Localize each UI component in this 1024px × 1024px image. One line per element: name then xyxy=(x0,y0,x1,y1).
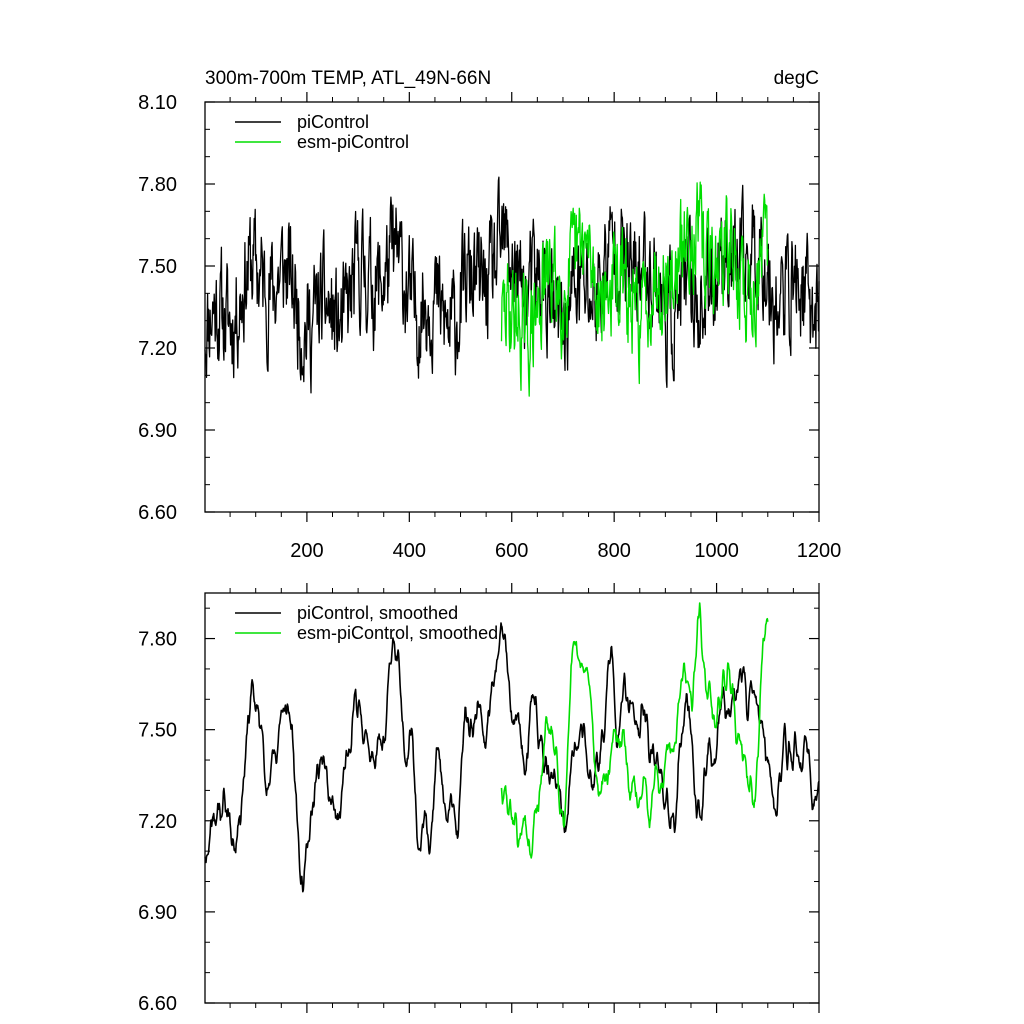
top-panel-raw: 300m-700m TEMP, ATL_49N-66N degC 6.60 6.9… xyxy=(138,68,841,562)
legend-label-esm-picontrol: esm-piControl xyxy=(297,132,409,152)
bottom-panel-legend: piControl, smoothed esm-piControl, smoot… xyxy=(235,603,498,643)
top-panel-legend: piControl esm-piControl xyxy=(235,112,409,152)
x-tick-label: 200 xyxy=(290,540,323,562)
legend-label-picontrol-smoothed: piControl, smoothed xyxy=(297,603,458,623)
series-line-esm-picontrol xyxy=(500,602,769,859)
y-tick-label: 8.10 xyxy=(138,92,177,114)
x-tick-label: 400 xyxy=(393,540,426,562)
series-line-picontrol xyxy=(204,622,820,893)
top-panel-units: degC xyxy=(774,68,819,89)
legend-label-esm-picontrol-smoothed: esm-piControl, smoothed xyxy=(297,623,498,643)
x-tick-label: 1200 xyxy=(797,540,842,562)
legend-label-picontrol: piControl xyxy=(297,112,369,132)
y-tick-label: 6.90 xyxy=(138,420,177,442)
top-panel-title: 300m-700m TEMP, ATL_49N-66N xyxy=(205,68,491,89)
y-tick-label: 7.50 xyxy=(138,720,177,742)
bottom-panel-smoothed: 6.60 6.90 7.20 7.50 7.80 piControl, smoothed… xyxy=(138,583,820,1015)
top-panel-y-axis: 6.60 6.90 7.20 7.50 7.80 8.10 xyxy=(138,92,819,524)
series-line-picontrol xyxy=(204,176,820,394)
y-tick-label: 6.60 xyxy=(138,993,177,1015)
top-panel-series xyxy=(204,176,820,397)
y-tick-label: 6.90 xyxy=(138,902,177,924)
y-tick-label: 7.80 xyxy=(138,174,177,196)
bottom-panel-x-axis xyxy=(229,583,820,1013)
y-tick-label: 7.20 xyxy=(138,811,177,833)
x-tick-label: 800 xyxy=(597,540,630,562)
y-tick-label: 6.60 xyxy=(138,502,177,524)
y-tick-label: 7.50 xyxy=(138,256,177,278)
series-line-esm-picontrol xyxy=(500,181,769,397)
y-tick-label: 7.80 xyxy=(138,629,177,651)
bottom-panel-y-axis: 6.60 6.90 7.20 7.50 7.80 xyxy=(138,607,819,1015)
x-tick-label: 1000 xyxy=(694,540,739,562)
x-tick-label: 600 xyxy=(495,540,528,562)
bottom-panel-series xyxy=(204,602,820,893)
top-panel-x-axis: 200 400 600 800 1000 1200 xyxy=(229,92,842,562)
y-tick-label: 7.20 xyxy=(138,338,177,360)
